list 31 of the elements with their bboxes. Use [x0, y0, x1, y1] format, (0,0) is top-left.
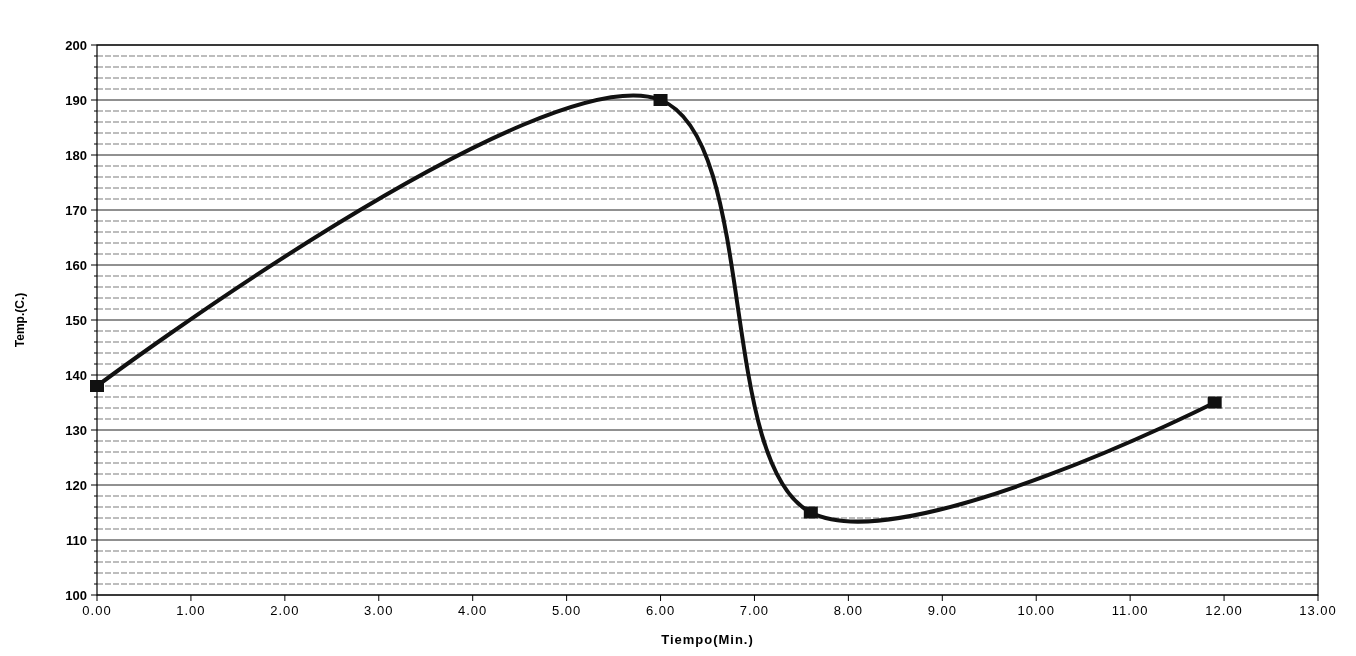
y-tick-label: 140 — [65, 367, 87, 383]
x-tick-label: 0.00 — [82, 603, 112, 618]
y-tick-label: 130 — [65, 422, 87, 438]
point — [803, 506, 818, 519]
y-tick-label: 100 — [65, 587, 87, 603]
y-tick-label: 160 — [65, 257, 87, 273]
point — [1207, 396, 1222, 409]
y-tick-label: 120 — [65, 477, 87, 493]
y-tick-label: 110 — [66, 532, 87, 548]
x-tick-label: 10.00 — [1017, 603, 1055, 618]
y-axis-title: Temp.(C.) — [13, 292, 27, 348]
x-tick-label: 2.00 — [270, 603, 300, 618]
x-tick-label: 13.00 — [1299, 603, 1337, 618]
y-tick-label: 180 — [65, 147, 87, 163]
point — [653, 94, 668, 106]
x-tick-label: 7.00 — [739, 603, 770, 618]
x-tick-label: 3.00 — [364, 603, 394, 618]
x-axis-title: Tiempo(Min.) — [661, 632, 754, 647]
x-tick-label: 1.00 — [176, 603, 206, 618]
x-tick-label: 9.00 — [927, 603, 957, 618]
x-tick-label: 12.00 — [1205, 603, 1243, 618]
y-tick-label: 170 — [65, 202, 87, 218]
x-tick-label: 11.00 — [1111, 603, 1149, 618]
point — [90, 380, 104, 392]
x-tick-label: 6.00 — [645, 603, 676, 618]
x-tick-label: 8.00 — [833, 603, 864, 618]
y-tick-label: 150 — [65, 312, 87, 328]
y-tick-label: 190 — [65, 92, 87, 108]
y-tick-label: 200 — [65, 37, 87, 53]
x-tick-label: 4.00 — [458, 603, 488, 618]
x-tick-label: 5.00 — [551, 603, 582, 618]
